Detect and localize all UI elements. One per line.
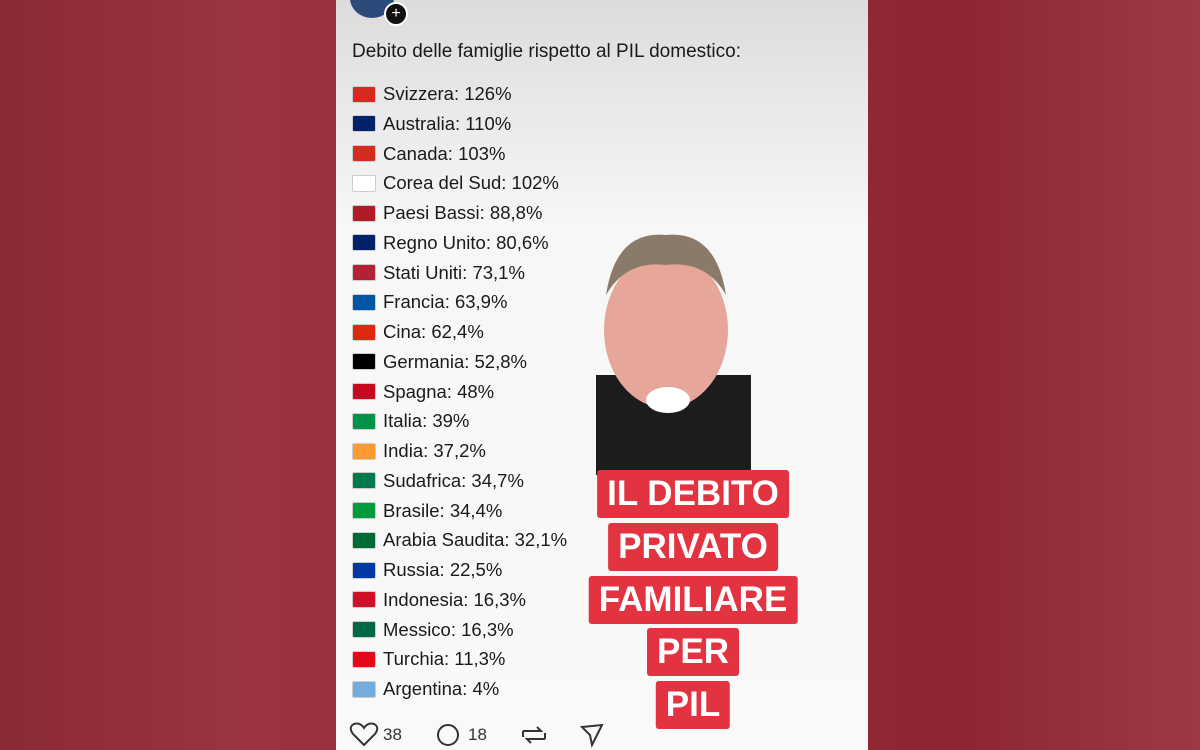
item-text: Italia: 39% xyxy=(383,410,470,432)
list-item: Sudafrica: 34,7% xyxy=(352,469,524,493)
flag-icon xyxy=(352,502,376,519)
list-item: Turchia: 11,3% xyxy=(352,647,505,671)
action-bar xyxy=(349,722,604,749)
share-icon[interactable] xyxy=(579,723,604,749)
caption-line: PIL xyxy=(655,681,731,730)
list-item: Stati Uniti: 73,1% xyxy=(352,261,525,285)
item-text: India: 37,2% xyxy=(383,440,486,461)
item-text: Paesi Bassi: 88,8% xyxy=(383,202,543,223)
item-text: Messico: 16,3% xyxy=(383,618,514,640)
flag-icon xyxy=(352,234,376,252)
flag-icon xyxy=(352,323,376,341)
flag-icon xyxy=(352,293,376,311)
flag-icon xyxy=(352,650,376,668)
item-text: Sudafrica: 34,7% xyxy=(383,469,524,491)
item-text: Svizzera: 126% xyxy=(383,83,512,104)
list-item: Brasile: 34,4% xyxy=(352,499,502,523)
comment-count: 18 xyxy=(468,725,487,744)
flag-icon xyxy=(352,621,376,638)
caption-line: IL DEBITO xyxy=(597,470,789,518)
repost-icon[interactable] xyxy=(522,726,546,744)
flag-icon xyxy=(352,353,376,371)
person-video xyxy=(596,234,751,475)
flag-icon xyxy=(352,264,376,281)
flag-icon xyxy=(352,531,376,549)
list-item: Australia: 110% xyxy=(352,112,511,136)
list-item: Italia: 39% xyxy=(352,409,469,433)
list-item: Spagna: 48% xyxy=(352,380,494,404)
flag-icon xyxy=(352,442,376,460)
item-text: Australia: 110% xyxy=(383,112,512,134)
avatar xyxy=(350,0,394,18)
like-count: 38 xyxy=(383,725,402,744)
flag-icon xyxy=(352,561,376,579)
caption-line: PRIVATO xyxy=(608,522,778,571)
flag-icon xyxy=(352,591,376,609)
item-text: Argentina: 4% xyxy=(383,678,500,699)
flag-icon xyxy=(352,85,376,103)
list-item: Argentina: 4% xyxy=(352,677,499,701)
post-panel: + Debito delle famiglie rispetto al PIL … xyxy=(336,0,868,750)
item-text: Indonesia: 16,3% xyxy=(383,588,526,610)
flag-icon xyxy=(352,472,376,490)
caption-line: PER xyxy=(647,628,739,677)
flag-icon xyxy=(352,174,376,192)
list-item: Paesi Bassi: 88,8% xyxy=(352,201,542,225)
post-text: Debito delle famiglie rispetto al PIL do… xyxy=(352,41,741,62)
item-text: Russia: 22,5% xyxy=(383,559,503,580)
list-item: Germania: 52,8% xyxy=(352,350,527,374)
item-text: Francia: 63,9% xyxy=(383,291,508,313)
like-icon[interactable] xyxy=(349,722,379,747)
list-item: Canada: 103% xyxy=(352,142,505,166)
item-text: Canada: 103% xyxy=(383,142,506,164)
list-item: Indonesia: 16,3% xyxy=(352,588,526,612)
list-item: Regno Unito: 80,6% xyxy=(352,231,549,255)
item-text: Arabia Saudita: 32,1% xyxy=(383,529,568,551)
list-item: Cina: 62,4% xyxy=(352,320,484,344)
list-item: India: 37,2% xyxy=(352,439,486,463)
item-text: Germania: 52,8% xyxy=(383,350,527,372)
item-text: Spagna: 48% xyxy=(383,380,495,402)
flag-icon xyxy=(352,115,376,133)
flag-icon xyxy=(352,145,376,162)
flag-icon xyxy=(352,680,376,698)
flag-icon xyxy=(352,383,376,400)
comment-icon[interactable] xyxy=(437,724,459,746)
list-item: Francia: 63,9% xyxy=(352,290,507,314)
item-text: Turchia: 11,3% xyxy=(383,648,506,670)
list-item: Svizzera: 126% xyxy=(352,82,512,106)
item-text: Brasile: 34,4% xyxy=(383,499,503,521)
follow-button[interactable]: + xyxy=(384,2,408,26)
flag-icon xyxy=(352,204,376,222)
item-text: Stati Uniti: 73,1% xyxy=(383,261,525,283)
flag-icon xyxy=(352,412,376,430)
caption-line: FAMILIARE xyxy=(588,575,798,624)
list-item: Corea del Sud: 102% xyxy=(352,171,559,195)
list-item: Arabia Saudita: 32,1% xyxy=(352,528,567,552)
list-item: Messico: 16,3% xyxy=(352,618,514,642)
item-text: Corea del Sud: 102% xyxy=(383,172,559,194)
item-text: Cina: 62,4% xyxy=(383,321,484,342)
list-item: Russia: 22,5% xyxy=(352,558,502,582)
item-text: Regno Unito: 80,6% xyxy=(383,231,549,253)
